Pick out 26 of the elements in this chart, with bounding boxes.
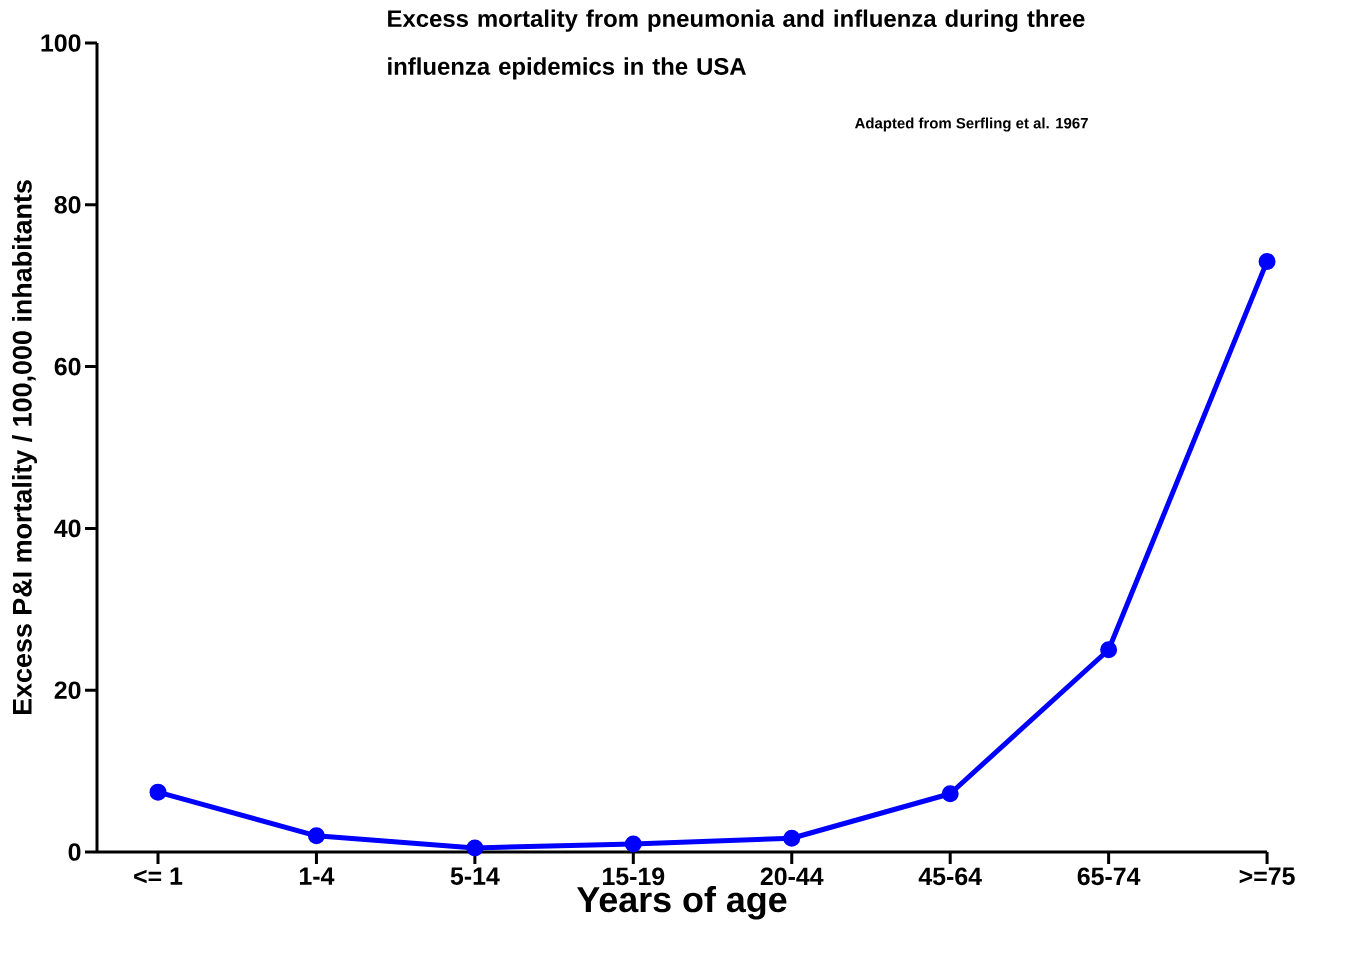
x-tick-label: 15-19 [603, 867, 665, 886]
point [941, 785, 959, 803]
x-axis-title: Years of age [576, 886, 787, 920]
point [1258, 252, 1276, 270]
point [783, 829, 801, 847]
x-tick-label: <= 1 [134, 867, 183, 885]
x-tick-label: 5-14 [450, 867, 500, 885]
y-tick-label: 40 [54, 519, 81, 538]
point [466, 839, 484, 857]
x-tick-label: >=75 [1239, 867, 1295, 885]
y-tick-label: 100 [41, 34, 81, 52]
x-tick-label: 65-74 [1077, 867, 1141, 886]
y-tick-label: 0 [68, 843, 81, 861]
annotation: Adapted from Serfling et al. 1967 [854, 117, 1088, 132]
y-tick-label: 80 [54, 195, 81, 214]
point [149, 783, 167, 801]
y-tick-label: 20 [54, 681, 81, 700]
x-tick-label: 20-44 [760, 867, 824, 886]
chart-title: Excess mortality from pneumonia and influenza during three influenza epidemics in the USA [388, 9, 1085, 80]
x-tick-label: 45-64 [918, 867, 982, 886]
x-tick-label: 1-4 [300, 867, 335, 885]
y-axis-title: Excess P&I mortality / 100,000 inhabitants [12, 180, 38, 715]
point [1100, 641, 1118, 659]
point [624, 835, 642, 853]
point [307, 827, 325, 845]
y-tick-label: 60 [54, 357, 81, 376]
